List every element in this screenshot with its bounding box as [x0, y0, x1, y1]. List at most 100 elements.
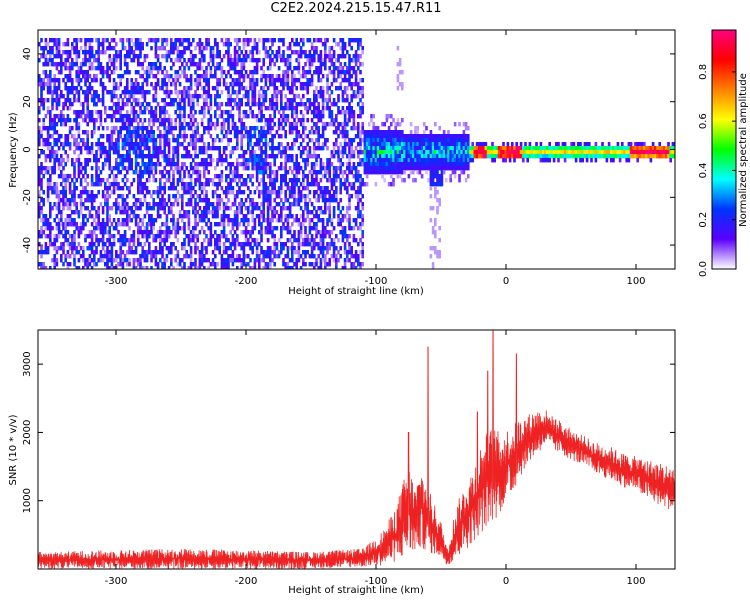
heatmap-cell [134, 154, 138, 159]
heatmap-cell [383, 162, 386, 167]
heatmap-cell [97, 206, 100, 211]
heatmap-cell [86, 194, 89, 199]
heatmap-cell [119, 234, 122, 239]
heatmap-cell [86, 86, 89, 91]
heatmap-cell [209, 134, 213, 139]
heatmap-cell [88, 198, 92, 203]
heatmap-cell [357, 130, 360, 135]
heatmap-cell [64, 222, 67, 227]
heatmap-cell [101, 190, 105, 195]
heatmap-cell [115, 86, 118, 91]
heatmap-cell [108, 74, 111, 79]
heatmap-cell [346, 122, 349, 127]
heatmap-cell [42, 138, 45, 143]
heatmap-cell [183, 146, 186, 151]
heatmap-cell [137, 230, 140, 235]
heatmap-cell [178, 262, 182, 267]
heatmap-cell [66, 138, 70, 143]
heatmap-cell [317, 218, 320, 223]
heatmap-cell [251, 210, 254, 215]
heatmap-cell [321, 242, 325, 247]
heatmap-cell [123, 242, 127, 247]
heatmap-cell [121, 102, 125, 107]
heatmap-cell [86, 174, 89, 179]
heatmap-cell [390, 138, 393, 143]
heatmap-cell [288, 106, 292, 111]
heatmap-cell [233, 174, 237, 179]
heatmap-cell [101, 166, 105, 171]
heatmap-cell [194, 170, 197, 175]
heatmap-cell [280, 226, 283, 231]
heatmap-cell [104, 118, 107, 123]
heatmap-cell [335, 166, 338, 171]
heatmap-cell [240, 74, 243, 79]
heatmap-cell [277, 146, 281, 151]
heatmap-cell [247, 38, 250, 43]
heatmap-cell [194, 258, 197, 263]
heatmap-cell [297, 242, 301, 247]
heatmap-cell [194, 214, 197, 219]
heatmap-cell [216, 194, 219, 199]
heatmap-cell [251, 74, 254, 79]
heatmap-cell [165, 154, 169, 159]
heatmap-cell [255, 126, 259, 131]
heatmap-cell [163, 158, 166, 163]
heatmap-cell [198, 266, 202, 269]
heatmap-cell [152, 234, 155, 239]
heatmap-cell [350, 262, 353, 267]
heatmap-cell [108, 166, 111, 171]
heatmap-cell [222, 150, 226, 155]
heatmap-cell [308, 130, 312, 135]
heatmap-cell [132, 258, 136, 263]
heatmap-cell [280, 118, 283, 123]
heatmap-cell [284, 70, 287, 75]
heatmap-cell [354, 78, 358, 83]
heatmap-cell [284, 170, 287, 175]
heatmap-cell [163, 198, 166, 203]
heatmap-cell [264, 198, 268, 203]
heatmap-cell [266, 230, 270, 235]
heatmap-cell [203, 238, 206, 243]
heatmap-cell [88, 190, 92, 195]
heatmap-cell [194, 46, 197, 51]
heatmap-cell [244, 182, 248, 187]
heatmap-cell [275, 58, 279, 63]
heatmap-cell [317, 198, 320, 203]
heatmap-cell [297, 42, 301, 47]
heatmap-cell [284, 94, 287, 99]
heatmap-cell [295, 110, 298, 115]
heatmap-cell [126, 250, 129, 255]
heatmap-cell [266, 214, 270, 219]
heatmap-cell [392, 142, 395, 147]
heatmap-cell [143, 166, 147, 171]
heatmap-cell [112, 38, 116, 43]
heatmap-cell [159, 114, 162, 119]
heatmap-cell [84, 198, 87, 203]
heatmap-cell [198, 254, 202, 259]
heatmap-cell [205, 190, 208, 195]
heatmap-cell [288, 146, 292, 151]
heatmap-cell [64, 202, 67, 207]
heatmap-cell [255, 138, 259, 143]
heatmap-cell [315, 38, 318, 43]
heatmap-cell [141, 250, 144, 255]
heatmap-cell [154, 190, 158, 195]
heatmap-cell [249, 154, 252, 159]
heatmap-cell [97, 66, 100, 71]
heatmap-cell [156, 202, 160, 207]
heatmap-cell [137, 214, 140, 219]
heatmap-cell [359, 158, 362, 163]
heatmap-cell [273, 254, 276, 259]
heatmap-cell [291, 82, 294, 87]
heatmap-cell [341, 238, 345, 243]
heatmap-cell [64, 42, 67, 47]
heatmap-cell [200, 210, 204, 215]
heatmap-cell [218, 242, 221, 247]
heatmap-cell [196, 66, 199, 71]
heatmap-cell [282, 118, 285, 123]
heatmap-cell [159, 118, 162, 123]
heatmap-cell [361, 106, 364, 111]
heatmap-cell [181, 246, 184, 251]
heatmap-cell [174, 70, 177, 75]
heatmap-cell [170, 66, 173, 71]
